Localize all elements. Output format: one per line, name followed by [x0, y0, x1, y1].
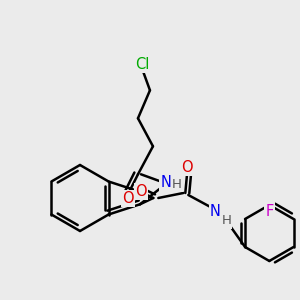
Text: H: H	[172, 178, 182, 191]
Text: H: H	[221, 214, 231, 227]
Text: O: O	[122, 191, 134, 206]
Text: F: F	[265, 203, 273, 218]
Text: N: N	[210, 203, 221, 218]
Text: O: O	[182, 160, 193, 175]
Text: Cl: Cl	[135, 57, 149, 72]
Text: O: O	[135, 184, 147, 199]
Text: N: N	[160, 175, 171, 190]
